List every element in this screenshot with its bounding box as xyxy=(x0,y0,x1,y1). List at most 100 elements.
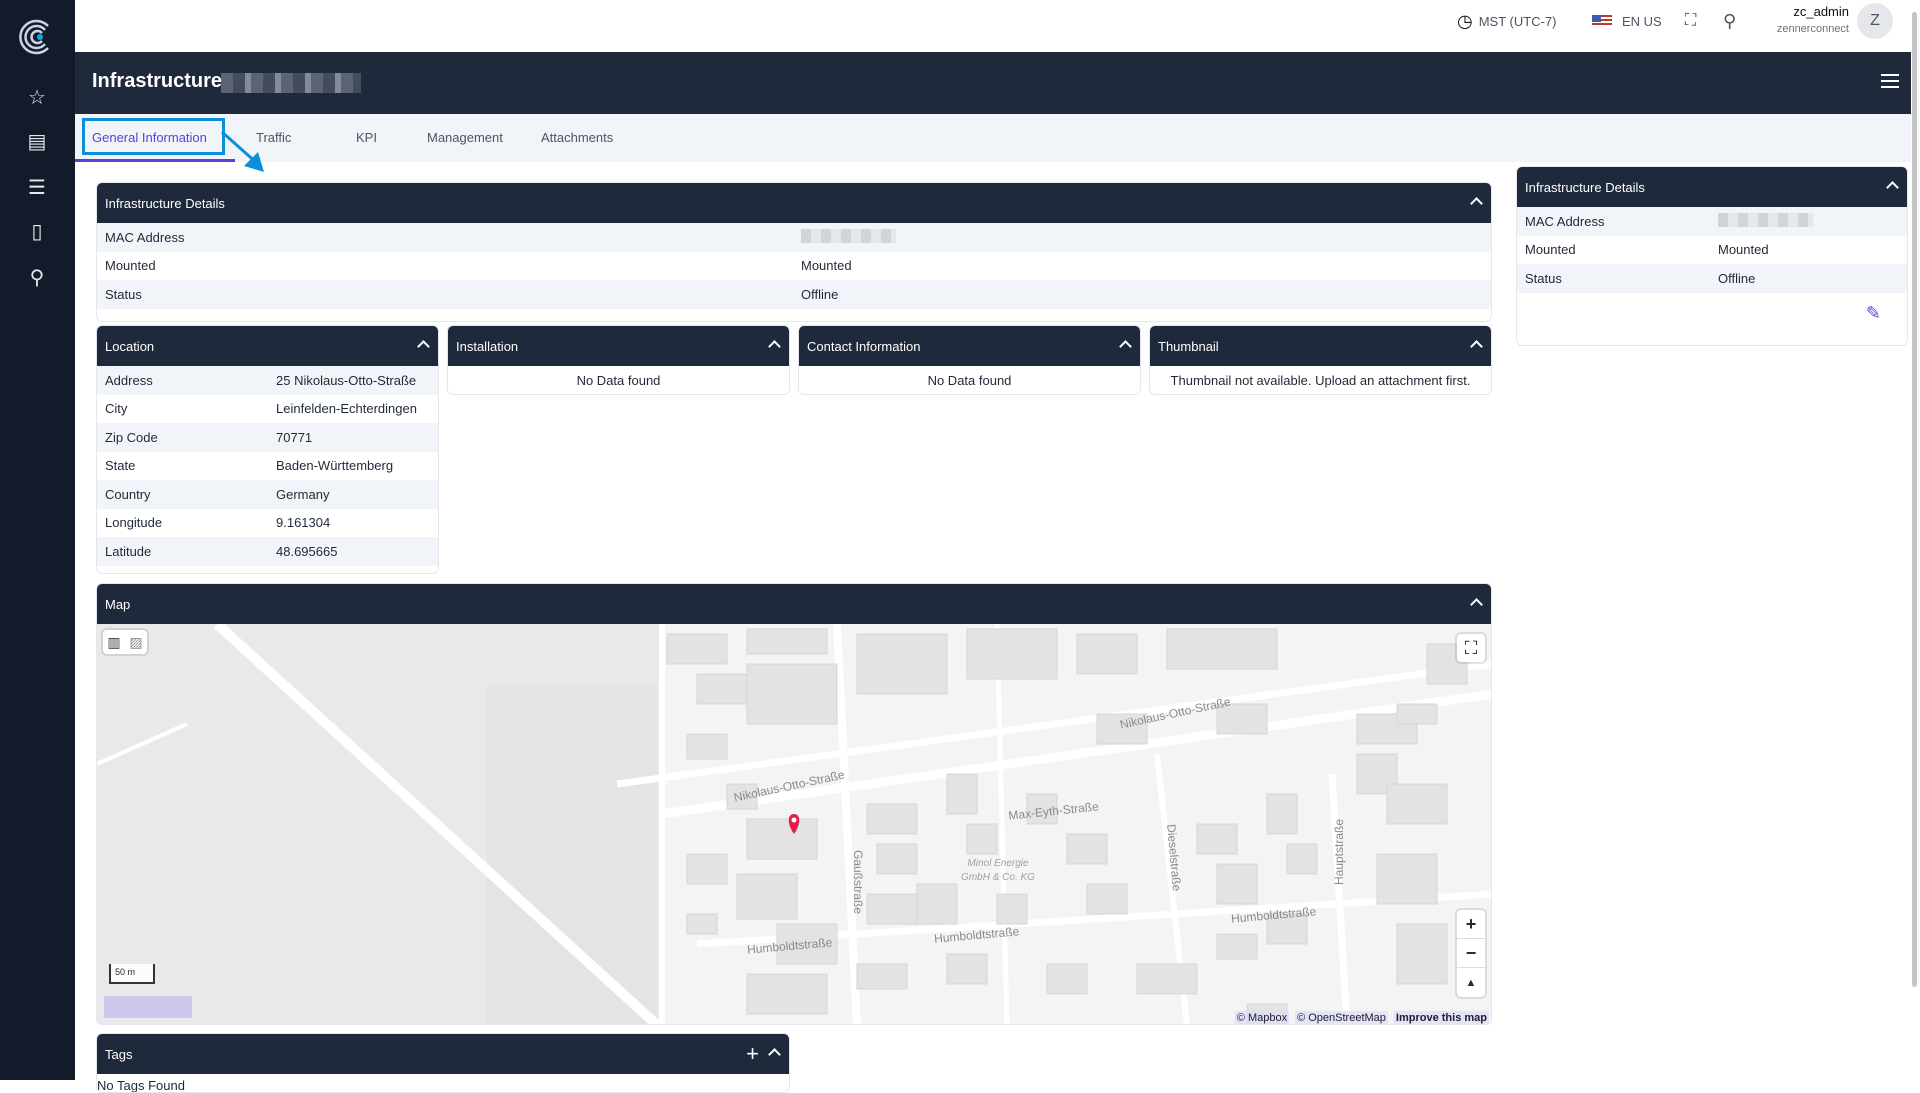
user-org: zennerconnect xyxy=(1776,23,1849,35)
chevron-up-icon[interactable] xyxy=(417,340,430,353)
fullscreen-icon[interactable]: ⛶ xyxy=(1685,12,1697,29)
map-road xyxy=(97,722,188,766)
satellite-style-icon[interactable]: ▨ xyxy=(129,633,143,650)
map-building xyxy=(946,773,978,815)
map-building xyxy=(916,883,958,925)
row-status: Status Offline xyxy=(97,280,1491,309)
tab-kpi[interactable]: KPI xyxy=(356,130,377,145)
map-street-label: Dieselstraße xyxy=(1164,823,1184,892)
search-icon[interactable]: ⚲ xyxy=(1723,10,1737,31)
topbar: ◷ MST (UTC-7) EN US ⛶ ⚲ zc_admin zennerco… xyxy=(75,0,1920,52)
card-header: Map xyxy=(97,584,1491,624)
empty-message: No Data found xyxy=(576,372,661,388)
add-note-icon[interactable]: ▤ xyxy=(27,130,47,153)
map-building xyxy=(1396,923,1448,985)
label: Zip Code xyxy=(105,429,158,445)
redacted-mac xyxy=(1718,212,1813,227)
zoom-in-button[interactable]: + xyxy=(1457,910,1485,939)
map-building xyxy=(996,893,1028,925)
map-street-label: Minol Energie xyxy=(967,858,1029,869)
edit-pencil-icon[interactable]: ✎ xyxy=(1865,303,1881,323)
map-road xyxy=(616,660,1491,788)
map-building xyxy=(1216,863,1258,905)
map-road xyxy=(833,624,861,1024)
label: Longitude xyxy=(105,515,163,531)
card-title: Tags xyxy=(105,1046,133,1062)
chevron-up-icon[interactable] xyxy=(1119,340,1132,353)
chevron-up-icon[interactable] xyxy=(1470,197,1483,210)
add-tag-icon[interactable]: + xyxy=(746,1041,759,1066)
row-mounted: Mounted Mounted xyxy=(97,252,1491,281)
zoom-out-button[interactable]: − xyxy=(1457,939,1485,968)
map-style-icon[interactable]: ▥ xyxy=(107,633,121,650)
map-building xyxy=(876,843,918,875)
value: Mounted xyxy=(801,258,852,274)
location-row: Country Germany xyxy=(97,480,438,509)
label: Mounted xyxy=(105,258,156,274)
card-header: Location xyxy=(97,326,438,366)
location-row: Address 25 Nikolaus-Otto-Straße xyxy=(97,366,438,395)
card-header: Contact Information xyxy=(799,326,1140,366)
mapbox-link[interactable]: © Mapbox xyxy=(1234,1011,1290,1024)
label: Country xyxy=(105,486,151,502)
row-mounted: Mounted Mounted xyxy=(1517,236,1907,265)
tags-card: Tags + No Tags Found xyxy=(96,1033,790,1093)
chevron-up-icon[interactable] xyxy=(768,1048,781,1061)
tab-traffic[interactable]: Traffic xyxy=(256,130,292,145)
map-building xyxy=(1286,843,1318,875)
map-building xyxy=(1076,633,1138,675)
logo[interactable] xyxy=(18,18,56,56)
map-card: Map Nikolaus-Otto-Straße Nikolaus-Otto-St… xyxy=(96,583,1492,1025)
map-field xyxy=(487,684,657,1024)
map-road xyxy=(213,624,661,1024)
chevron-up-icon[interactable] xyxy=(1886,181,1899,194)
tab-management[interactable]: Management xyxy=(427,130,503,145)
value: Germany xyxy=(276,486,330,502)
chevron-up-icon[interactable] xyxy=(1470,598,1483,611)
language-label: EN US xyxy=(1622,13,1662,29)
side-details-card: Infrastructure Details MAC Address Mount… xyxy=(1516,166,1908,346)
row-mac: MAC Address xyxy=(97,223,1491,252)
map-building xyxy=(966,628,1058,680)
tab-attachments[interactable]: Attachments xyxy=(541,130,614,145)
value: 48.695665 xyxy=(276,543,338,559)
empty-message: Thumbnail not available. Upload an attac… xyxy=(1170,372,1471,388)
map-building xyxy=(1046,963,1088,995)
map-building xyxy=(666,633,728,665)
clock-icon: ◷ xyxy=(1457,10,1473,31)
tab-bar: General Information Traffic KPI Manageme… xyxy=(75,114,1911,162)
user-name[interactable]: zc_admin xyxy=(1793,4,1849,19)
map-building xyxy=(966,823,998,855)
language-selector[interactable]: EN US xyxy=(1592,0,1662,42)
search-icon[interactable]: ⚲ xyxy=(29,266,45,289)
location-pin-icon[interactable] xyxy=(788,814,800,834)
hamburger-menu-icon[interactable] xyxy=(1881,74,1899,88)
menu-list-icon[interactable]: ☰ xyxy=(28,176,46,199)
tab-general-information[interactable]: General Information xyxy=(92,130,207,145)
value: 25 Nikolaus-Otto-Straße xyxy=(276,372,417,388)
improve-map-link[interactable]: Improve this map xyxy=(1393,1011,1489,1024)
osm-link[interactable]: © OpenStreetMap xyxy=(1295,1011,1388,1024)
card-title: Installation xyxy=(456,338,519,354)
scrollbar[interactable] xyxy=(1912,12,1917,987)
map-building xyxy=(1196,823,1238,855)
contact-information-card: Contact Information No Data found xyxy=(798,325,1141,395)
label: Status xyxy=(1525,270,1562,286)
compass-button[interactable]: ▲ xyxy=(1465,976,1477,989)
map-building xyxy=(686,853,728,885)
map-logo-placeholder xyxy=(104,996,192,1018)
redacted-name xyxy=(221,73,361,93)
map-fullscreen-button[interactable]: ⛶ xyxy=(1457,634,1485,662)
avatar[interactable]: Z xyxy=(1857,3,1893,39)
star-icon[interactable]: ☆ xyxy=(28,86,46,109)
building-icon[interactable]: ▯ xyxy=(31,220,43,243)
timezone-selector[interactable]: ◷ MST (UTC-7) xyxy=(1457,0,1556,42)
thumbnail-card: Thumbnail Thumbnail not available. Uploa… xyxy=(1149,325,1492,395)
map-canvas[interactable]: Nikolaus-Otto-Straße Nikolaus-Otto-Straße… xyxy=(97,624,1491,1024)
map-street-label: Hauptstraße xyxy=(1332,819,1346,885)
chevron-up-icon[interactable] xyxy=(1470,340,1483,353)
label: City xyxy=(105,401,128,417)
map-road xyxy=(661,689,1491,819)
chevron-up-icon[interactable] xyxy=(768,340,781,353)
card-header: Installation xyxy=(448,326,789,366)
